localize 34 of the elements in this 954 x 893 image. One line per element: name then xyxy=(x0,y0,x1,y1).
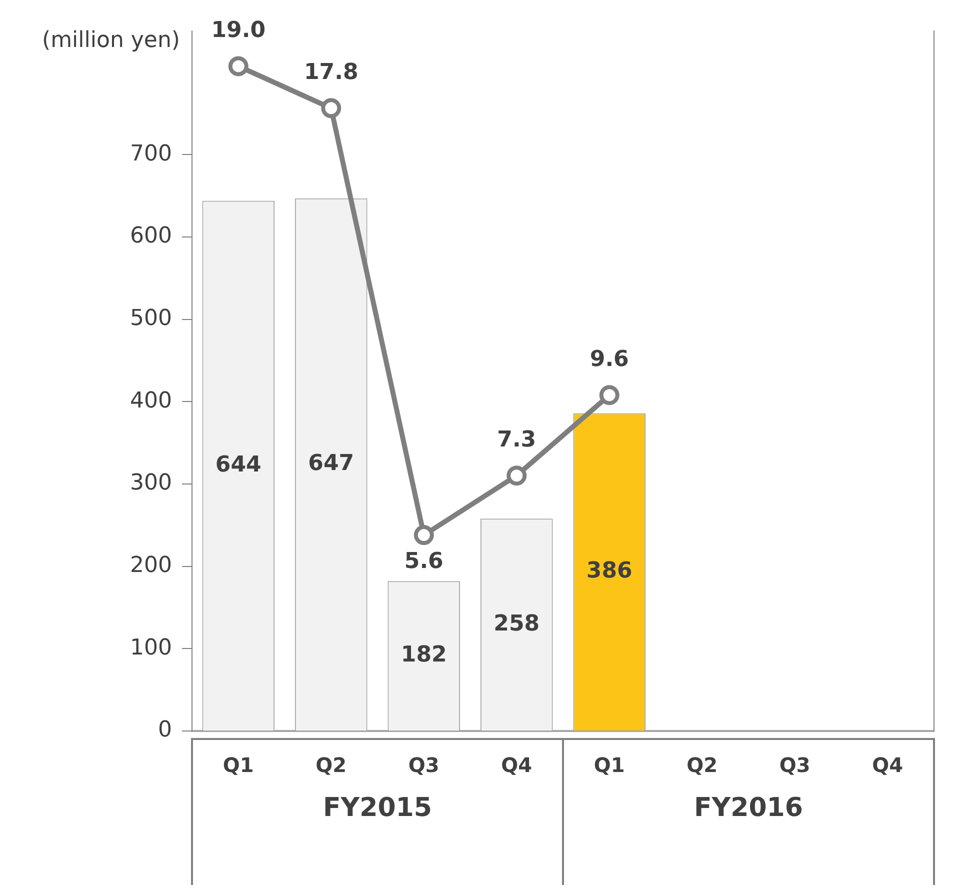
point xyxy=(321,98,342,118)
y-tick-label: 600 xyxy=(130,224,172,249)
x-tick-label: Q4 xyxy=(872,753,904,778)
x-tick-label: Q3 xyxy=(408,753,440,778)
data-label: 647 xyxy=(308,451,354,476)
text: FY2015 xyxy=(323,792,432,823)
data-label: 258 xyxy=(494,611,540,636)
x-tick-label: Q3 xyxy=(779,753,810,778)
data-label: 5.6 xyxy=(404,548,444,574)
data-label: 7.3 xyxy=(497,427,536,452)
point xyxy=(414,525,434,546)
x-tick-label: Q2 xyxy=(316,753,347,778)
data-label: 182 xyxy=(400,642,447,668)
x-tick-label: Q2 xyxy=(686,753,718,778)
point xyxy=(599,385,620,406)
data-label: 9.6 xyxy=(590,346,629,372)
y-tick-label: 0 xyxy=(158,718,172,743)
data-label: 19.0 xyxy=(211,18,266,43)
y-tick-label: 500 xyxy=(130,306,172,332)
point xyxy=(228,56,248,76)
y-tick-label: 300 xyxy=(130,470,172,496)
x-tick-label: Q1 xyxy=(594,753,625,778)
y-axis-title: (million yen) xyxy=(42,28,180,53)
y-tick-label: 700 xyxy=(130,141,172,166)
text: FY2016 xyxy=(694,792,803,823)
x-tick-label: Q1 xyxy=(222,753,254,778)
data-label: 17.8 xyxy=(304,60,358,85)
point xyxy=(506,466,527,486)
y-tick-label: 400 xyxy=(130,388,172,414)
x-tick-label: Q4 xyxy=(501,753,532,778)
y-tick-label: 100 xyxy=(130,635,172,660)
y-tick-label: 200 xyxy=(130,553,172,578)
data-label: 386 xyxy=(586,558,632,584)
data-label: 644 xyxy=(215,452,262,478)
